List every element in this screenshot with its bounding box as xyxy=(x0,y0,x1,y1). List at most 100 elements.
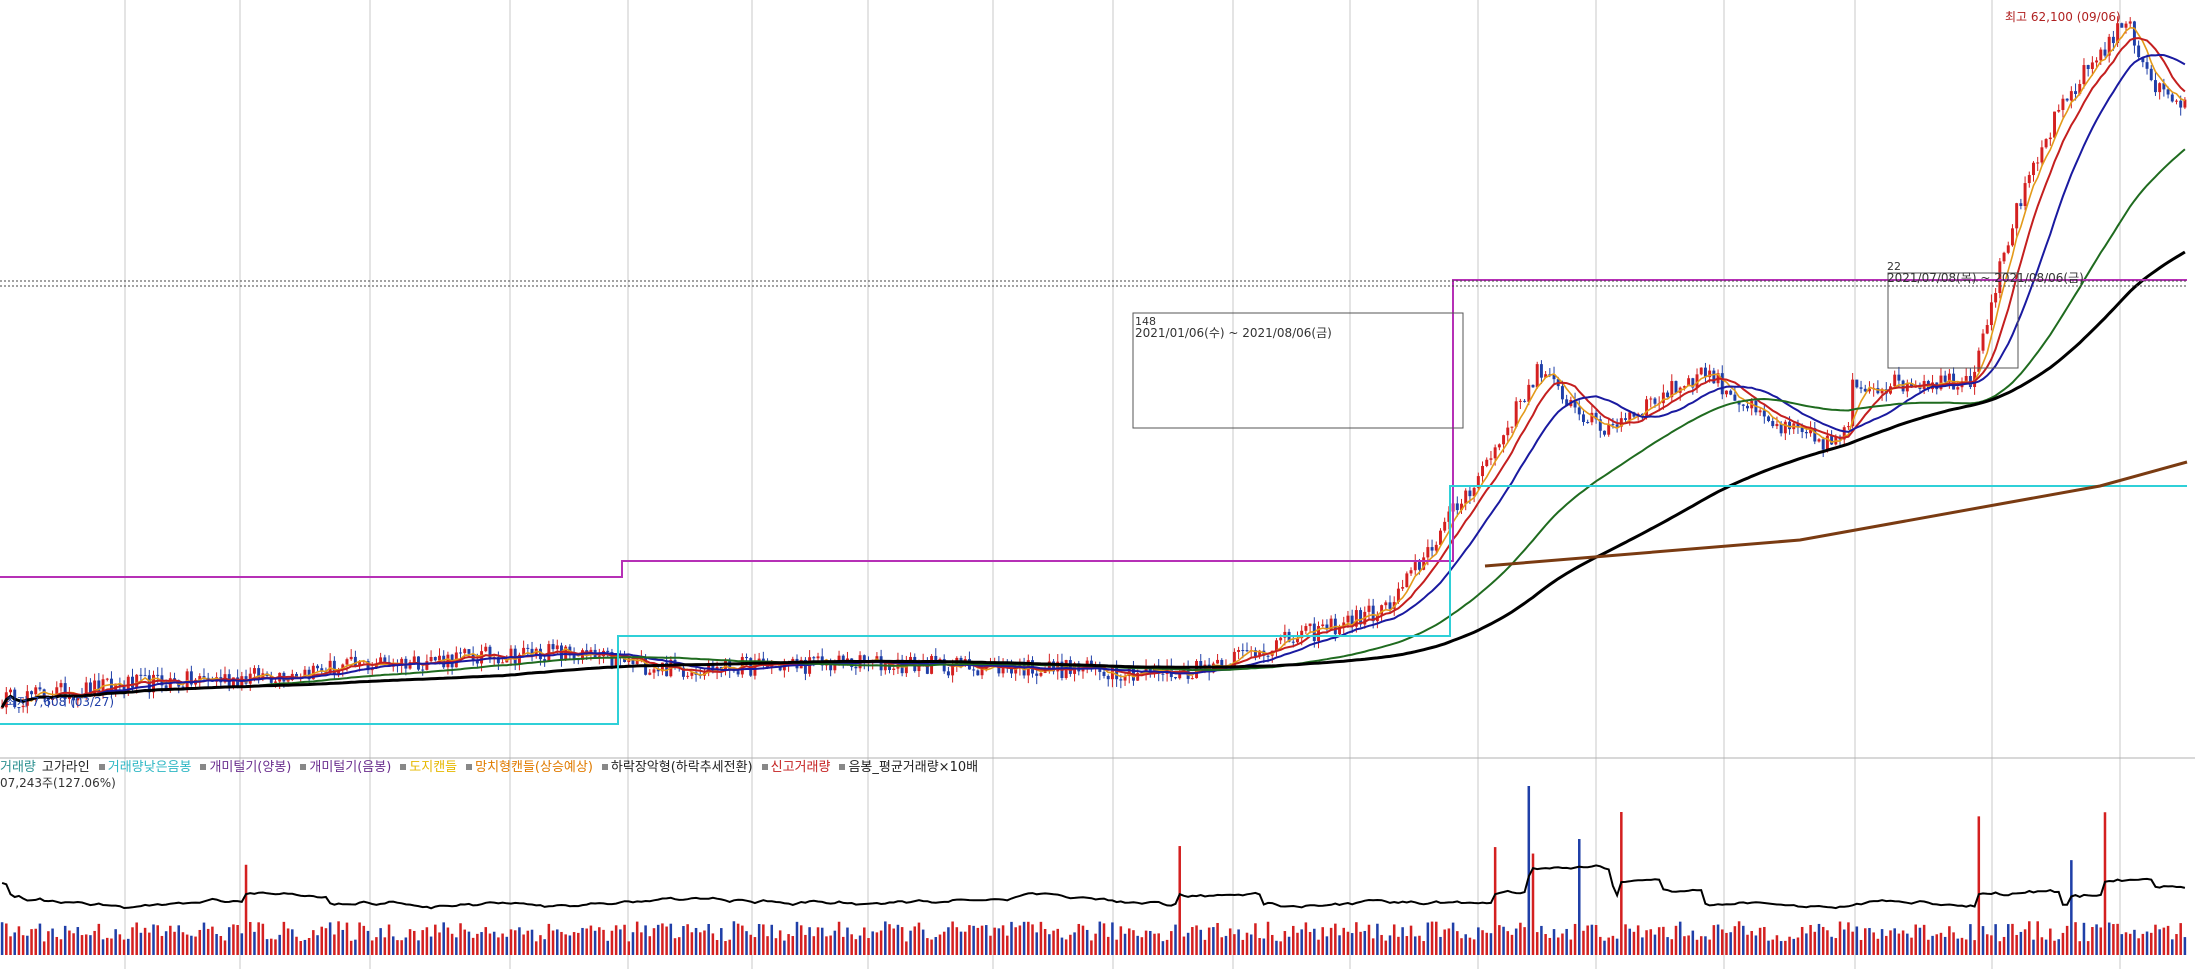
candle-body xyxy=(1619,418,1623,427)
candle-body xyxy=(946,671,950,676)
candle-body xyxy=(2040,147,2044,163)
candle-body xyxy=(442,655,446,668)
volume-bar xyxy=(1249,934,1253,955)
volume-bar xyxy=(1064,939,1068,955)
candle-body xyxy=(2036,162,2040,164)
volume-bar xyxy=(1342,927,1346,955)
volume-bar xyxy=(1392,924,1396,955)
candle-body xyxy=(1455,503,1459,511)
candle-body xyxy=(1232,651,1236,667)
candle-body xyxy=(1939,375,1943,390)
volume-bar xyxy=(1964,939,1968,955)
volume-bar xyxy=(118,934,122,955)
volume-bar xyxy=(942,931,946,955)
volume-bar xyxy=(1561,933,1564,955)
volume-bar xyxy=(1498,925,1501,955)
candle-body xyxy=(412,656,416,663)
volume-bar xyxy=(1565,928,1568,955)
legend-item: 개미털기(양봉) xyxy=(197,760,291,776)
legend-marker xyxy=(761,764,768,770)
volume-bar xyxy=(1111,922,1114,955)
candle-body xyxy=(1863,388,1867,392)
high-label: 최고 62,100 (09/06) xyxy=(2005,10,2121,24)
volume-bar xyxy=(1308,931,1312,955)
candle-body xyxy=(2057,109,2061,112)
candle-body xyxy=(189,671,193,685)
candle-body xyxy=(660,662,664,672)
volume-bar xyxy=(421,930,424,955)
legend-marker xyxy=(300,764,307,770)
volume-bar xyxy=(1413,936,1417,955)
candle-body xyxy=(475,660,479,664)
candle-body xyxy=(1417,562,1421,570)
candle-body xyxy=(1956,387,1960,390)
candle-body xyxy=(1422,557,1426,570)
candle-body xyxy=(1624,418,1628,420)
volume-bar xyxy=(724,941,727,955)
volume-bar xyxy=(467,931,471,955)
volume-bar xyxy=(1910,937,1913,955)
volume-bar xyxy=(774,938,778,955)
volume-bar xyxy=(1880,929,1884,955)
candle-body xyxy=(484,646,488,652)
volume-bar xyxy=(248,922,252,955)
volume-bar xyxy=(736,923,740,955)
volume-bar xyxy=(1733,926,1737,955)
volume-bar xyxy=(1371,938,1375,955)
volume-bar xyxy=(703,930,706,955)
candle-body xyxy=(345,659,349,665)
volume-bar xyxy=(1039,921,1043,955)
volume-bar xyxy=(1699,936,1703,955)
volume-bar xyxy=(631,932,635,955)
candle-body xyxy=(311,665,315,680)
candle-body xyxy=(1304,626,1308,631)
volume-bar xyxy=(173,931,176,955)
volume-bar xyxy=(1010,921,1013,955)
candle-body xyxy=(2065,98,2069,101)
candle-body xyxy=(337,669,341,675)
volume-bar xyxy=(1384,940,1388,955)
volume-bar xyxy=(938,934,942,955)
candle-body xyxy=(1359,610,1363,625)
volume-bar xyxy=(1985,934,1989,955)
candle-body xyxy=(530,648,534,657)
candle-body xyxy=(488,646,492,660)
candle-body xyxy=(374,665,378,668)
legend-label: 거래량낮은음봉 xyxy=(107,760,192,775)
candle-body xyxy=(1510,426,1514,428)
volume-bar xyxy=(1464,934,1467,955)
candle-body xyxy=(1708,370,1712,378)
volume-bar xyxy=(963,931,967,955)
candle-body xyxy=(383,657,387,662)
candle-body xyxy=(429,657,433,662)
legend-item: 하락장악형(하락추세전환) xyxy=(599,760,753,776)
volume-bar xyxy=(1035,932,1038,955)
volume-bar xyxy=(1540,925,1543,955)
volume-bar xyxy=(1632,931,1636,955)
candle-body xyxy=(1136,673,1140,681)
volume-bar xyxy=(1199,929,1203,955)
volume-bar xyxy=(1409,925,1413,955)
candle-body xyxy=(1682,386,1686,388)
candle-body xyxy=(1106,675,1110,680)
volume-bar xyxy=(652,928,656,955)
candle-body xyxy=(1720,373,1724,395)
volume-bar xyxy=(459,923,462,955)
volume-bar xyxy=(30,929,33,955)
candle-body xyxy=(0,707,4,709)
volume-bar xyxy=(993,927,996,955)
volume-bar xyxy=(2162,927,2166,955)
candle-body xyxy=(551,644,555,650)
legend-marker xyxy=(839,764,846,770)
candle-body xyxy=(1338,626,1342,635)
volume-bar xyxy=(1220,937,1224,955)
volume-bar xyxy=(1043,929,1047,955)
volume-bar xyxy=(1927,939,1930,955)
candle-body xyxy=(1729,390,1733,395)
legend-marker xyxy=(601,764,608,770)
volume-bar xyxy=(673,938,677,955)
volume-bar xyxy=(1683,936,1686,955)
candle-body xyxy=(2015,203,2019,229)
volume-bar xyxy=(707,923,710,955)
candle-body xyxy=(55,687,59,699)
